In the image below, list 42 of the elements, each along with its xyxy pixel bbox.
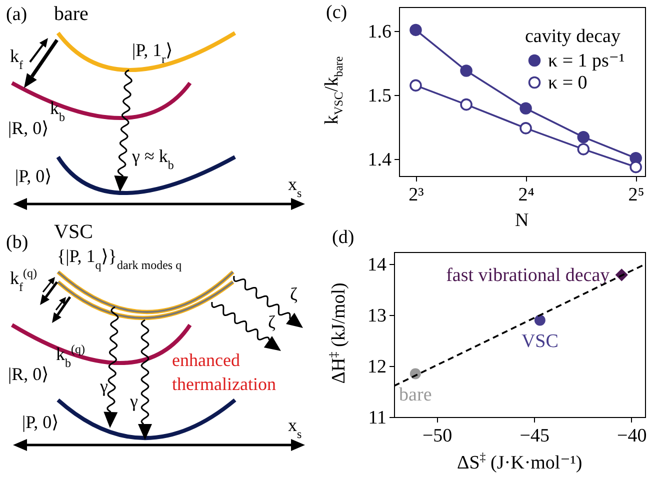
y-tick-label: 1.6 — [368, 22, 392, 43]
text: |P, 0⟩ — [22, 412, 59, 432]
chart-title: (c) — [326, 2, 348, 24]
text: ζ — [268, 312, 276, 332]
text: (a) — [6, 4, 28, 25]
x-tick-label: −45 — [520, 426, 550, 446]
series-label: VSC — [521, 331, 558, 352]
series-label: bare — [399, 384, 432, 406]
text: γ ≈ k$_{b}$ — [131, 146, 174, 172]
text: {|P, 1$_{q}$⟩}$_{dark modes q}$ — [57, 246, 182, 272]
chart-title: (d) — [332, 227, 354, 249]
y-tick-label: 12 — [368, 356, 386, 378]
text: γ — [129, 391, 138, 411]
text: ζ — [290, 284, 298, 304]
x-axis-title: ΔS$^{‡}$ (J·K·mol⁻¹) — [457, 450, 582, 474]
series-label: fast vibrational decay — [446, 264, 610, 286]
text: bare — [54, 3, 89, 25]
text: VSC — [54, 221, 93, 243]
legend-label: κ = 0 — [548, 72, 588, 94]
text: |P, 0⟩ — [15, 166, 52, 186]
y-tick-label: 13 — [368, 306, 386, 327]
text: k$_{f}$ — [10, 46, 23, 72]
y-tick-label: 1.4 — [368, 149, 392, 170]
legend-label: κ = 1 ps⁻¹ — [548, 50, 625, 72]
x-tick-label: 2⁵ — [628, 184, 644, 206]
y-tick-label: 1.5 — [368, 86, 392, 107]
y-tick-label: 14 — [368, 254, 387, 276]
x-tick-label: 2⁴ — [518, 184, 535, 206]
x-tick-label: −40 — [617, 426, 647, 446]
x-axis-title: N — [515, 210, 529, 232]
text: (b) — [6, 232, 28, 253]
x-tick-label: −50 — [422, 426, 452, 446]
text: |R, 0⟩ — [8, 118, 49, 138]
text: γ — [99, 376, 108, 396]
text: enhanced thermalization — [172, 350, 276, 394]
x-tick-label: 2³ — [408, 184, 424, 206]
legend-title: cavity decay — [525, 26, 621, 47]
text: x$_{s}$ — [288, 415, 302, 441]
text: |R, 0⟩ — [8, 364, 49, 384]
text: |P, 1$_{r}$⟩ — [132, 40, 173, 66]
y-tick-label: 11 — [368, 408, 386, 428]
text: x$_{s}$ — [288, 174, 302, 200]
